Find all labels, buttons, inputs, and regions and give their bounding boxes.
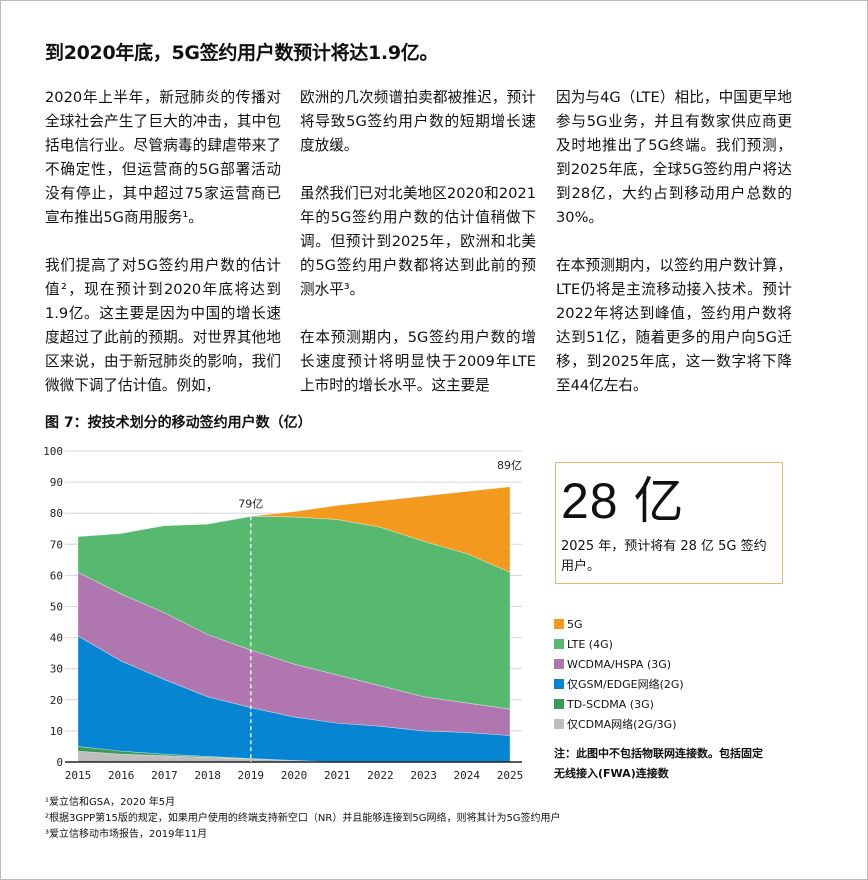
legend-swatch (554, 699, 564, 709)
stacked-area-chart: 0 10 20 30 40 50 60 70 80 90 100 2015 2016 2017 2018 20… (43, 445, 524, 782)
y-tick-label: 10 (50, 725, 63, 738)
legend-item: WCDMA/HSPA (3G) (554, 654, 684, 674)
callout-box: 28 亿 2025 年，预计将有 28 亿 5G 签约用户。 (555, 462, 783, 584)
footnotes: ¹爱立信和GSA，2020 年5月 ²根据3GPP第15版的规定，如果用户使用的… (45, 795, 561, 843)
legend-item: 仅GSM/EDGE网络(2G) (554, 674, 684, 694)
paragraph: 在本预测期内，以签约用户数计算，LTE仍将是主流移动接入技术。预计2022年将达… (556, 257, 792, 394)
x-tick-label: 2019 (238, 769, 265, 782)
y-tick-label: 70 (50, 538, 63, 551)
x-tick-label: 2021 (324, 769, 351, 782)
y-tick-label: 30 (50, 663, 63, 676)
text-column-2: 欧洲的几次频谱拍卖都被推迟，预计将导致5G签约用户数的短期增长速度放缓。 虽然我… (300, 86, 536, 422)
y-tick-label: 40 (50, 632, 63, 645)
y-tick-label: 20 (50, 694, 63, 707)
paragraph: 在本预测期内，5G签约用户数的增长速度预计将明显快于2009年LTE上市时的增长… (300, 329, 536, 394)
y-tick-label: 80 (50, 507, 63, 520)
x-tick-label: 2020 (281, 769, 308, 782)
legend-label: TD-SCDMA (3G) (567, 697, 654, 711)
y-tick-label: 90 (50, 476, 63, 489)
legend-label: WCDMA/HSPA (3G) (567, 657, 672, 671)
paragraph: 欧洲的几次频谱拍卖都被推迟，预计将导致5G签约用户数的短期增长速度放缓。 (300, 89, 536, 154)
paragraph: 虽然我们已对北美地区2020和2021年的5G签约用户数的估计值稍做下调。但预计… (300, 185, 536, 298)
headline: 到2020年底，5G签约用户数预计将达1.9亿。 (45, 42, 439, 64)
chart-note: 注：此图中不包括物联网连接数。包括固定无线接入(FWA)连接数 (554, 747, 763, 780)
annotation-label: 79亿 (238, 497, 263, 510)
footnote: ²根据3GPP第15版的规定，如果用户使用的终端支持新空口（NR）并且能够连接到… (45, 813, 561, 824)
legend-label: LTE (4G) (567, 637, 613, 651)
legend-label: 仅GSM/EDGE网络(2G) (567, 678, 684, 691)
callout-text: 2025 年，预计将有 28 亿 5G 签约用户。 (561, 539, 767, 574)
y-tick-label: 50 (50, 601, 63, 614)
legend-swatch (554, 679, 564, 689)
legend-label: 仅CDMA网络(2G/3G) (567, 718, 677, 731)
paragraph: 2020年上半年，新冠肺炎的传播对全球社会产生了巨大的冲击，其中包括电信行业。尽… (45, 89, 281, 226)
legend-swatch (554, 719, 564, 729)
legend-item: LTE (4G) (554, 634, 684, 654)
figure-title: 图 7：按技术划分的移动签约用户数（亿） (45, 415, 312, 431)
legend-swatch (554, 659, 564, 669)
y-tick-label: 100 (43, 445, 63, 458)
x-tick-label: 2018 (194, 769, 221, 782)
legend-item: 仅CDMA网络(2G/3G) (554, 714, 684, 734)
legend-item: 5G (554, 614, 684, 634)
callout-number: 28 亿 (561, 473, 685, 529)
x-tick-label: 2023 (410, 769, 437, 782)
legend-swatch (554, 619, 564, 629)
legend-label: 5G (567, 617, 583, 631)
legend-swatch (554, 639, 564, 649)
paragraph: 我们提高了对5G签约用户数的估计值²，现在预计到2020年底将达到1.9亿。这主… (45, 257, 281, 394)
y-tick-label: 60 (50, 569, 63, 582)
text-column-1: 2020年上半年，新冠肺炎的传播对全球社会产生了巨大的冲击，其中包括电信行业。尽… (45, 86, 281, 422)
footnote: ¹爱立信和GSA，2020 年5月 (45, 797, 176, 808)
x-tick-label: 2022 (367, 769, 394, 782)
x-tick-label: 2025 (497, 769, 524, 782)
area-5g (77, 486, 511, 573)
y-tick-label: 0 (56, 756, 63, 769)
x-tick-label: 2016 (108, 769, 135, 782)
annotation-label: 89亿 (497, 459, 522, 472)
x-tick-label: 2017 (151, 769, 178, 782)
x-tick-label: 2015 (65, 769, 92, 782)
chart-legend: 5G LTE (4G) WCDMA/HSPA (3G) 仅GSM/EDGE网络(2G)… (554, 614, 684, 734)
legend-item: TD-SCDMA (3G) (554, 694, 684, 714)
x-tick-label: 2024 (454, 769, 481, 782)
paragraph: 因为与4G（LTE）相比，中国更早地参与5G业务，并且有数家供应商更及时地推出了… (556, 89, 792, 226)
text-column-3: 因为与4G（LTE）相比，中国更早地参与5G业务，并且有数家供应商更及时地推出了… (556, 86, 792, 422)
footnote: ³爱立信移动市场报告，2019年11月 (45, 829, 208, 840)
